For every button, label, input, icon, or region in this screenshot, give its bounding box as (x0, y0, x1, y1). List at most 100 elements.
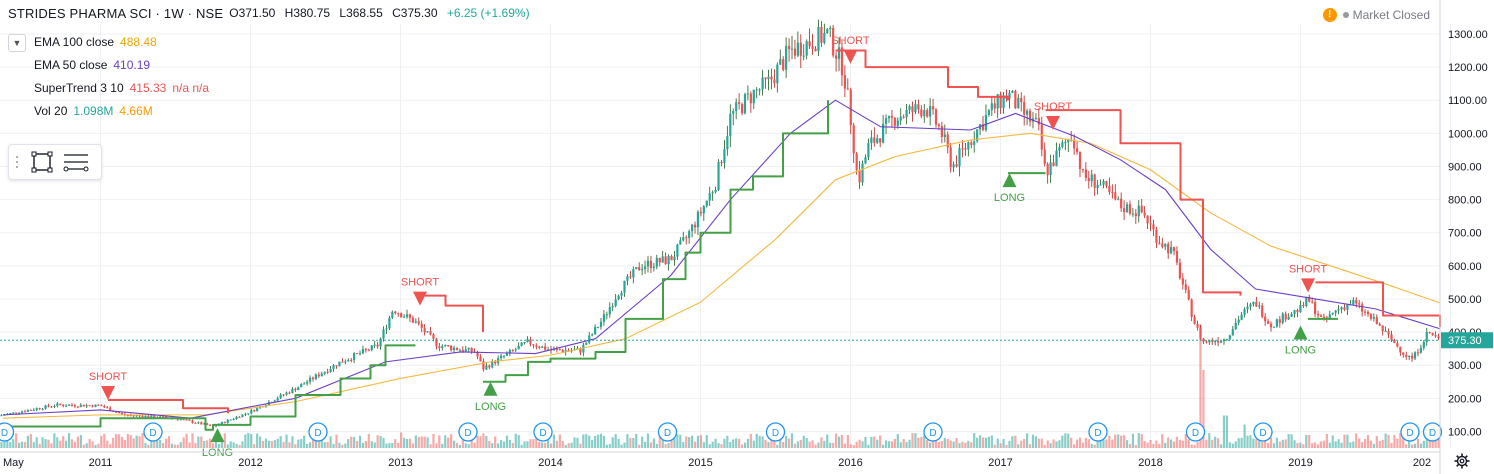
legend-volume[interactable]: Vol 20 1.098M 4.66M (34, 99, 215, 122)
legend-ema50[interactable]: EMA 50 close 410.19 (34, 53, 215, 76)
candle-body (1416, 352, 1420, 354)
volume-bar (544, 442, 547, 448)
volume-bar (1278, 441, 1281, 448)
volume-bar (144, 442, 147, 448)
short-signal-label: SHORT (831, 35, 870, 47)
volume-bar (1184, 433, 1187, 448)
volume-bar (1425, 438, 1428, 448)
candle-body (732, 111, 735, 114)
candle-body (1314, 302, 1317, 315)
candle-body (826, 29, 829, 34)
volume-bar (1099, 440, 1102, 448)
volume-bar (1187, 439, 1190, 448)
volume-bar (693, 441, 697, 448)
candle-body (1140, 205, 1143, 213)
volume-bar (1314, 442, 1317, 448)
volume-bar (391, 443, 394, 448)
volume-bar (882, 444, 885, 448)
volume-bar (100, 435, 103, 448)
long-signal-arrow (1002, 173, 1017, 188)
volume-bar (256, 433, 259, 448)
volume-bar (432, 433, 435, 448)
legend-supertrend[interactable]: SuperTrend 3 10 415.33 n/a n/a (34, 76, 215, 99)
volume-bar (664, 444, 667, 448)
volume-bar (1413, 443, 1417, 448)
candle-body (591, 334, 594, 336)
candle-body (908, 106, 911, 110)
candle-body (846, 88, 849, 90)
volume-bar (1410, 444, 1414, 448)
legend-ema100[interactable]: EMA 100 close 488.48 (34, 30, 215, 53)
volume-bar (799, 439, 802, 448)
short-signal-label: SHORT (1034, 101, 1073, 113)
candle-body (241, 414, 244, 418)
short-signal-label: SHORT (401, 277, 440, 289)
volume-bar (1093, 444, 1096, 448)
candle-body (1258, 305, 1261, 307)
warning-icon[interactable]: ! (1322, 8, 1337, 22)
candle-body (1390, 334, 1393, 340)
candle-body (632, 269, 635, 278)
volume-bar (326, 442, 329, 448)
candle-body (276, 398, 279, 401)
candle-body (1073, 139, 1076, 149)
candle-body (214, 425, 218, 427)
volume-bar (1302, 444, 1305, 448)
volume-bar (1340, 442, 1343, 448)
candle-body (999, 94, 1002, 109)
volume-bar (1131, 433, 1134, 448)
dividend-marker (0, 422, 15, 442)
symbol-title: STRIDES PHARMA SCI · 1W · NSE (8, 5, 224, 21)
volume-bar (1167, 437, 1170, 448)
candle-body (961, 148, 964, 150)
candle-body (411, 317, 414, 323)
volume-bar (726, 435, 729, 448)
drag-handle[interactable] (9, 147, 25, 177)
volume-bar (1146, 442, 1149, 448)
volume-bar (211, 443, 215, 448)
volume-bar (0, 442, 3, 448)
legend-ema50-name: EMA 50 close (34, 57, 108, 72)
candle-body (655, 257, 658, 267)
volume-bar (837, 436, 841, 448)
candle-body (1061, 142, 1064, 148)
candle-body (623, 280, 626, 293)
candle-body (855, 153, 858, 170)
volume-bar (355, 441, 359, 448)
volume-bar (870, 436, 873, 448)
y-tick-label: 700.00 (1448, 228, 1482, 240)
volume-bar (1014, 435, 1017, 448)
volume-bar (6, 435, 9, 448)
candle-body (526, 339, 529, 343)
rectangle-tool-icon[interactable] (25, 147, 59, 177)
horizontal-lines-tool-icon[interactable] (59, 147, 93, 177)
volume-bar (1322, 440, 1326, 448)
candle-body (1266, 321, 1270, 324)
y-tick-label: 900.00 (1448, 161, 1482, 173)
volume-bar (908, 439, 911, 448)
candle-body (729, 113, 732, 137)
candle-body (1369, 314, 1373, 319)
candle-body (767, 76, 770, 80)
volume-bar (623, 442, 626, 448)
volume-bar (811, 440, 814, 448)
candle-body (23, 411, 27, 413)
chevron-down-icon[interactable]: ▼ (8, 34, 26, 52)
candle-body (652, 266, 655, 269)
volume-bar (20, 441, 24, 448)
candle-body (1017, 97, 1020, 109)
gear-icon[interactable] (1450, 450, 1474, 472)
y-tick-label: 1200.00 (1448, 62, 1488, 74)
candle-body (1252, 301, 1255, 305)
candle-body (250, 410, 253, 414)
volume-bar (1161, 434, 1164, 448)
legend-ema50-value: 410.19 (113, 57, 151, 72)
candle-body (541, 346, 544, 348)
volume-bar (526, 441, 529, 448)
volume-bar (282, 441, 285, 448)
candle-body (120, 413, 124, 415)
volume-bar (708, 444, 711, 448)
volume-bar (429, 444, 432, 448)
candle-body (311, 377, 315, 380)
